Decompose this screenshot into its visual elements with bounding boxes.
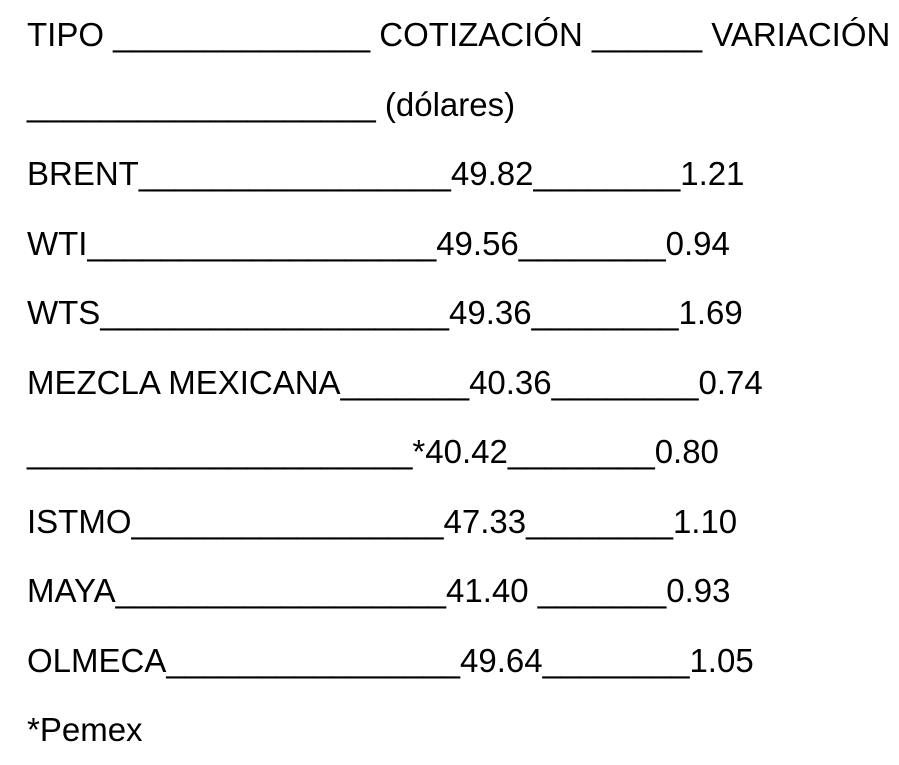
fill-line: ________	[526, 502, 673, 540]
table-row-istmo: ISTMO_________________47.33________1.10	[27, 487, 899, 557]
fill-line: ___________________	[87, 224, 437, 262]
fill-line: _______	[340, 363, 470, 401]
variacion-value: 1.21	[680, 155, 745, 192]
variacion-value: 1.69	[678, 294, 743, 331]
table-row-mezcla-mexicana: MEZCLA MEXICANA_______40.36________0.74	[27, 348, 899, 418]
fill-line: ________________	[166, 641, 461, 679]
variacion-value: 0.80	[654, 433, 719, 470]
fill-line: ________	[551, 363, 699, 401]
table-row-brent: BRENT_________________49.82________1.21	[27, 139, 899, 209]
row-label: WTI	[27, 224, 88, 262]
cotizacion-value: *40.42	[412, 433, 508, 470]
fill-line: ______________	[104, 16, 380, 53]
header-row: TIPO ______________ COTIZACIÓN ______ VA…	[27, 0, 899, 70]
table-row-wts: WTS___________________49.36________1.69	[27, 278, 899, 348]
row-label: BRENT	[27, 155, 139, 192]
column-header-cotizacion: COTIZACIÓN	[379, 16, 583, 53]
fill-line: ___________________	[27, 85, 385, 123]
units-label: (dólares)	[384, 85, 516, 123]
table-row-wti: WTI___________________49.56________0.94	[27, 209, 899, 279]
cotizacion-value: 47.33	[443, 502, 527, 540]
fill-line: ________	[542, 641, 690, 679]
row-label: OLMECA	[27, 641, 167, 679]
cotizacion-value: 40.36	[469, 363, 552, 401]
fill-line: ________	[518, 224, 666, 262]
variacion-value: 0.74	[698, 363, 763, 401]
variacion-value: 0.93	[666, 572, 731, 609]
row-label: WTS	[27, 294, 101, 331]
table-row-mezcla-pemex: _____________________*40.42________0.80	[27, 417, 899, 487]
cotizacion-value: 49.82	[450, 155, 534, 192]
units-row: ___________________ (dólares)	[27, 70, 899, 140]
fill-line: ______	[582, 16, 712, 53]
fill-line: ________	[533, 155, 681, 192]
fill-line: ________	[507, 433, 655, 470]
cotizacion-value: 49.36	[449, 294, 532, 331]
fill-line: __________________	[115, 572, 446, 609]
row-label: ISTMO	[27, 502, 132, 540]
cotizacion-value: 41.40	[445, 572, 529, 609]
column-header-variacion: VARIACIÓN	[711, 16, 891, 53]
variacion-value: 0.94	[665, 224, 730, 262]
footnote-pemex: *Pemex	[27, 711, 143, 748]
table-row-olmeca: OLMECA________________49.64________1.05	[27, 626, 899, 696]
cotizacion-value: 49.64	[460, 641, 543, 679]
fill-line: ___________________	[100, 294, 450, 331]
variacion-value: 1.10	[672, 502, 738, 540]
fill-line: _______	[528, 572, 667, 609]
column-header-tipo: TIPO	[27, 16, 105, 53]
row-label: MEZCLA MEXICANA	[27, 363, 341, 401]
fill-line: _________________	[138, 155, 451, 192]
row-label: MAYA	[27, 572, 116, 609]
fill-line: _____________________	[27, 433, 413, 470]
table-row-maya: MAYA__________________41.40 _______0.93	[27, 556, 899, 626]
footnote-row: *Pemex	[27, 695, 899, 765]
variacion-value: 1.05	[689, 641, 754, 679]
cotizacion-value: 49.56	[436, 224, 519, 262]
fill-line: ________	[531, 294, 679, 331]
fill-line: _________________	[131, 502, 444, 540]
